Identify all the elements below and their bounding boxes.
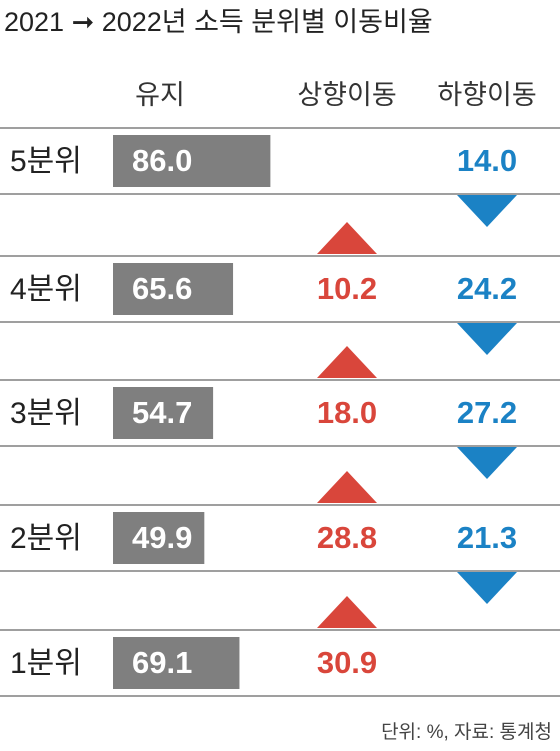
category-label: 1분위 (10, 647, 82, 680)
value-label: 21.3 (457, 520, 517, 555)
up-arrow (317, 596, 377, 628)
bar (113, 263, 234, 315)
value-label: 69.1 (132, 645, 192, 680)
value-label: 18.0 (317, 395, 377, 430)
category-label: 4분위 (10, 273, 82, 306)
up-arrow (317, 222, 377, 254)
column-header: 유지 (135, 80, 185, 110)
up-arrow (317, 471, 377, 503)
column-header: 하향이동 (437, 80, 536, 110)
value-label: 65.6 (132, 271, 192, 306)
bar (113, 387, 214, 439)
down-arrow (457, 195, 517, 227)
value-label: 28.8 (317, 520, 377, 555)
down-arrow (457, 572, 517, 604)
category-label: 5분위 (10, 145, 82, 178)
value-label: 24.2 (457, 271, 517, 306)
footnote: 단위: %, 자료: 통계청 (381, 721, 552, 743)
value-label: 14.0 (457, 143, 517, 178)
category-label: 3분위 (10, 397, 82, 430)
category-label: 2분위 (10, 522, 82, 555)
up-arrow (317, 346, 377, 378)
down-arrow (457, 447, 517, 479)
chart-title: 2021 ➞ 2022년 소득 분위별 이동비율 (4, 7, 433, 37)
bar (113, 637, 240, 689)
bar (113, 135, 271, 187)
value-label: 49.9 (132, 520, 192, 555)
value-label: 10.2 (317, 271, 377, 306)
column-header: 상향이동 (297, 80, 396, 110)
value-label: 30.9 (317, 645, 377, 680)
value-label: 86.0 (132, 143, 192, 178)
bar (113, 512, 205, 564)
down-arrow (457, 323, 517, 355)
value-label: 54.7 (132, 395, 192, 430)
value-label: 27.2 (457, 395, 517, 430)
